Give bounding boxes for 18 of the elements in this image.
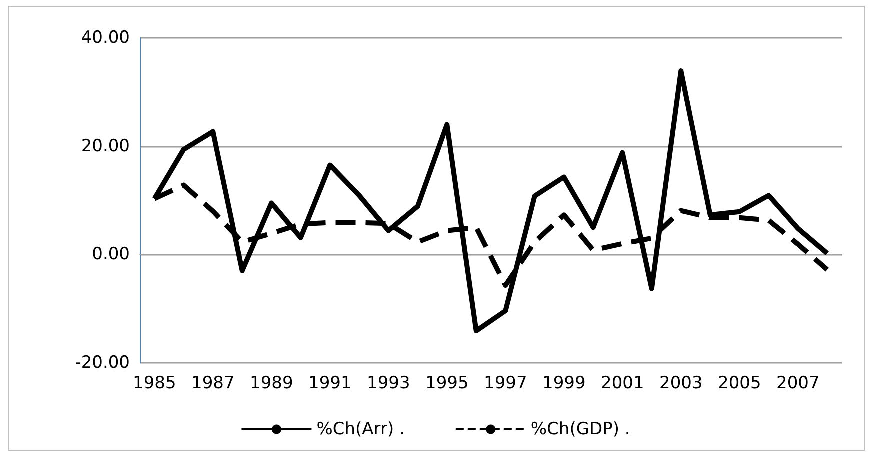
x-tick-label: 1987 [191,374,235,394]
x-tick-label: 1989 [250,374,294,394]
x-tick-label: 1997 [484,374,528,394]
x-tick-label: 2007 [776,374,820,394]
x-tick-label: 2005 [718,374,762,394]
x-tick-label: 2003 [659,374,703,394]
x-tick-label: 1985 [132,374,176,394]
y-tick-label: 40.00 [81,28,130,48]
x-tick-label: 1991 [308,374,352,394]
y-tick-label: 20.00 [81,136,130,156]
legend-label: %Ch(GDP) . [530,420,630,440]
x-tick-label: 1995 [425,374,469,394]
x-tick-label: 2001 [600,374,644,394]
x-tick-label: 1993 [366,374,410,394]
y-tick-label: -20.00 [75,353,130,373]
x-tick-label: 1999 [542,374,586,394]
legend-label: %Ch(Arr) . [316,420,405,440]
y-tick-label: 0.00 [92,244,130,265]
